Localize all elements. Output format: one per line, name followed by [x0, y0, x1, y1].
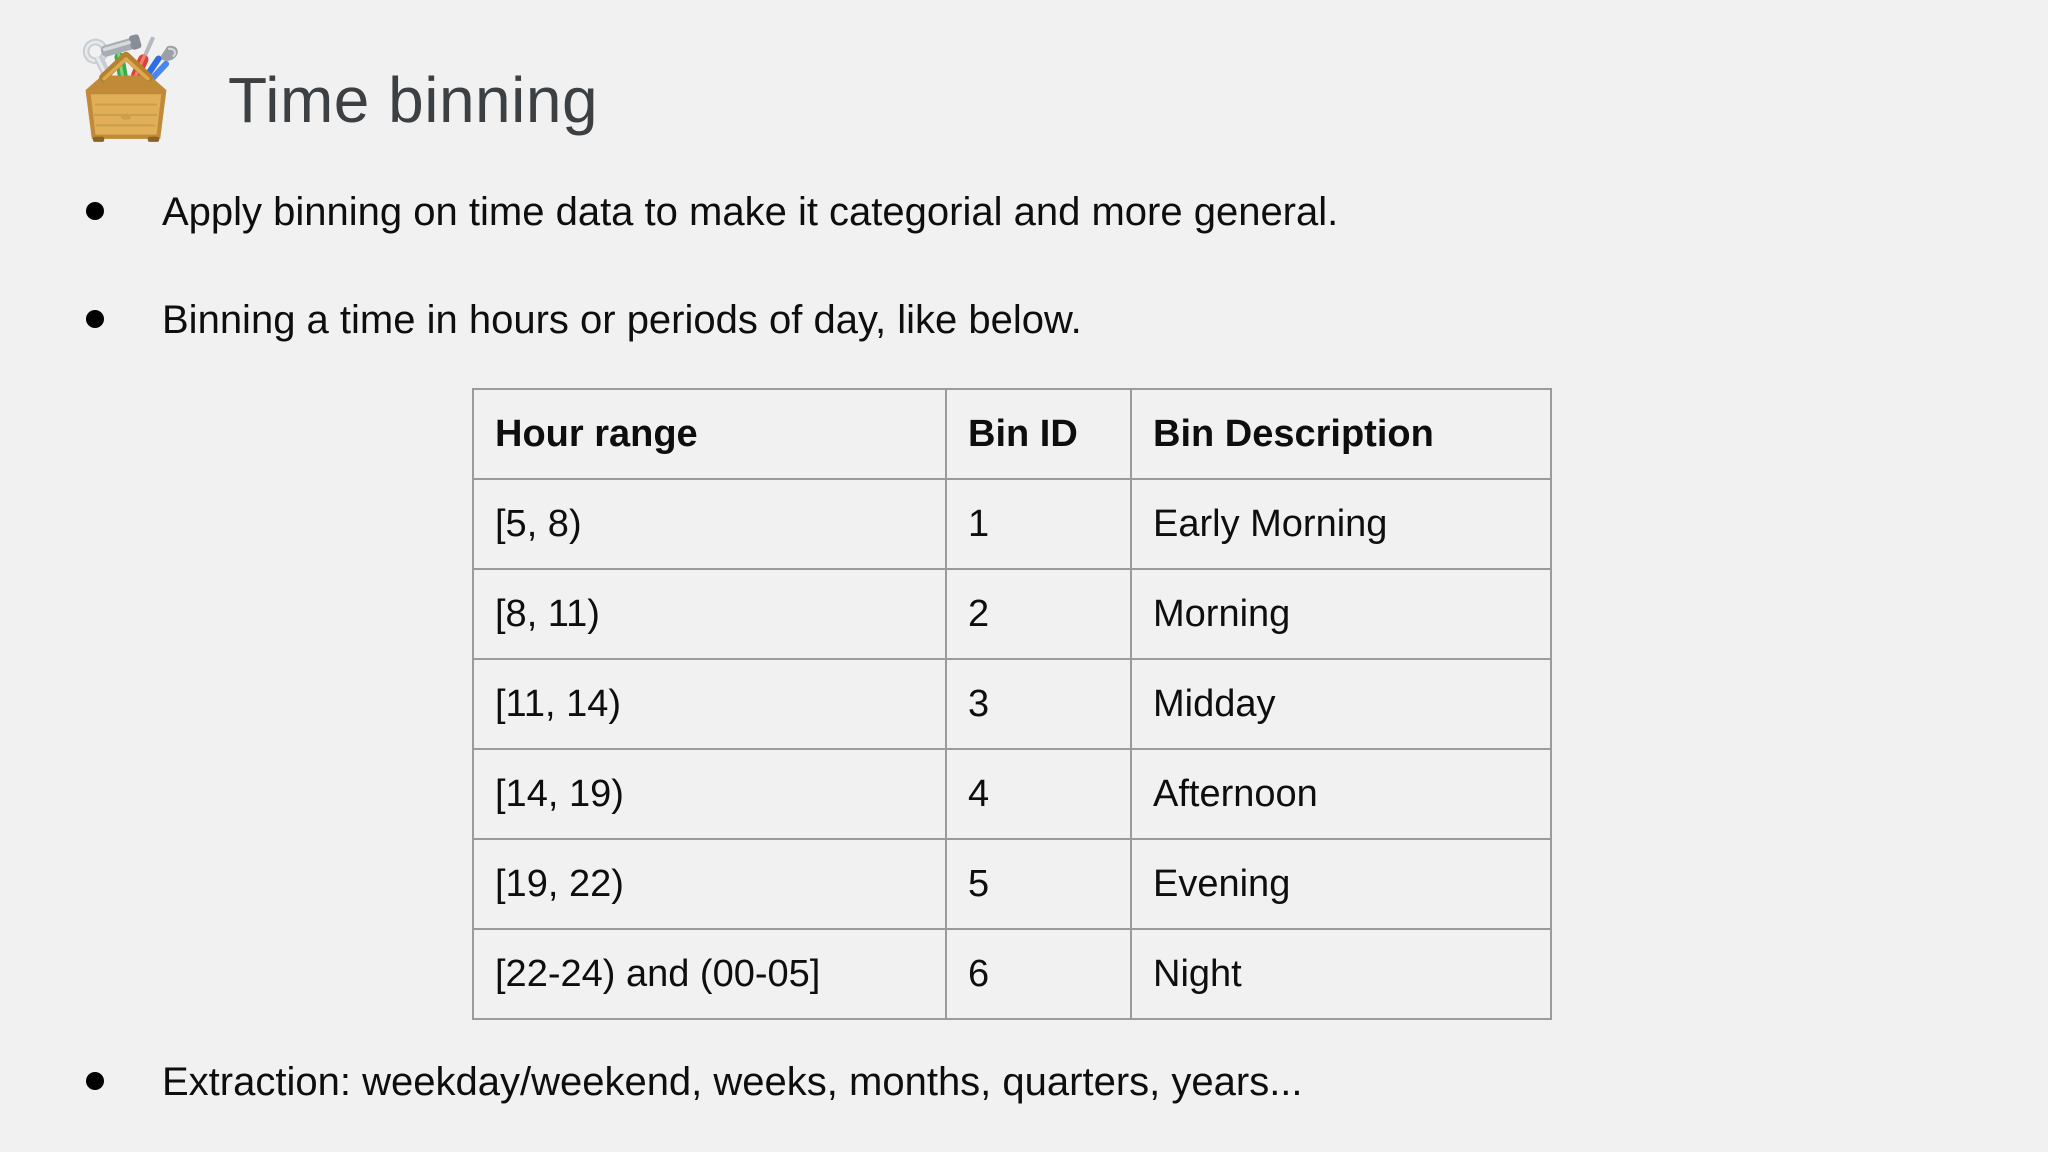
- table-row: [8, 11) 2 Morning: [472, 568, 1552, 660]
- cell-hour-range: [19, 22): [472, 838, 947, 930]
- bullet-dot: [86, 202, 104, 220]
- cell-bin-description: Early Morning: [1130, 478, 1552, 570]
- table-header-row: Hour range Bin ID Bin Description: [472, 388, 1552, 480]
- cell-hour-range: [5, 8): [472, 478, 947, 570]
- cell-bin-description: Morning: [1130, 568, 1552, 660]
- table-row: [5, 8) 1 Early Morning: [472, 478, 1552, 570]
- table-row: [11, 14) 3 Midday: [472, 658, 1552, 750]
- bullet-text: Binning a time in hours or periods of da…: [162, 298, 1082, 342]
- bullet-dot: [86, 1072, 104, 1090]
- cell-bin-id: 4: [945, 748, 1132, 840]
- header-bin-description: Bin Description: [1130, 388, 1552, 480]
- bullet-item: Extraction: weekday/weekend, weeks, mont…: [86, 1057, 1966, 1107]
- cell-bin-description: Afternoon: [1130, 748, 1552, 840]
- header-hour-range: Hour range: [472, 388, 947, 480]
- cell-bin-id: 1: [945, 478, 1132, 570]
- table-row: [19, 22) 5 Evening: [472, 838, 1552, 930]
- bullet-text: Apply binning on time data to make it ca…: [162, 190, 1339, 234]
- cell-bin-id: 6: [945, 928, 1132, 1020]
- cell-hour-range: [22-24) and (00-05]: [472, 928, 947, 1020]
- bin-table: Hour range Bin ID Bin Description [5, 8)…: [472, 388, 1552, 1020]
- cell-bin-description: Midday: [1130, 658, 1552, 750]
- table-row: [14, 19) 4 Afternoon: [472, 748, 1552, 840]
- bullet-dot: [86, 310, 104, 328]
- page-title: Time binning: [228, 64, 599, 136]
- bullet-item: Binning a time in hours or periods of da…: [86, 295, 1966, 345]
- cell-bin-id: 3: [945, 658, 1132, 750]
- bullet-item: Apply binning on time data to make it ca…: [86, 187, 1966, 237]
- cell-bin-id: 5: [945, 838, 1132, 930]
- table-row: [22-24) and (00-05] 6 Night: [472, 928, 1552, 1020]
- cell-hour-range: [11, 14): [472, 658, 947, 750]
- cell-bin-id: 2: [945, 568, 1132, 660]
- cell-bin-description: Evening: [1130, 838, 1552, 930]
- toolbox-icon: [74, 32, 178, 144]
- bullet-text: Extraction: weekday/weekend, weeks, mont…: [162, 1060, 1303, 1104]
- cell-bin-description: Night: [1130, 928, 1552, 1020]
- cell-hour-range: [14, 19): [472, 748, 947, 840]
- cell-hour-range: [8, 11): [472, 568, 947, 660]
- header-bin-id: Bin ID: [945, 388, 1132, 480]
